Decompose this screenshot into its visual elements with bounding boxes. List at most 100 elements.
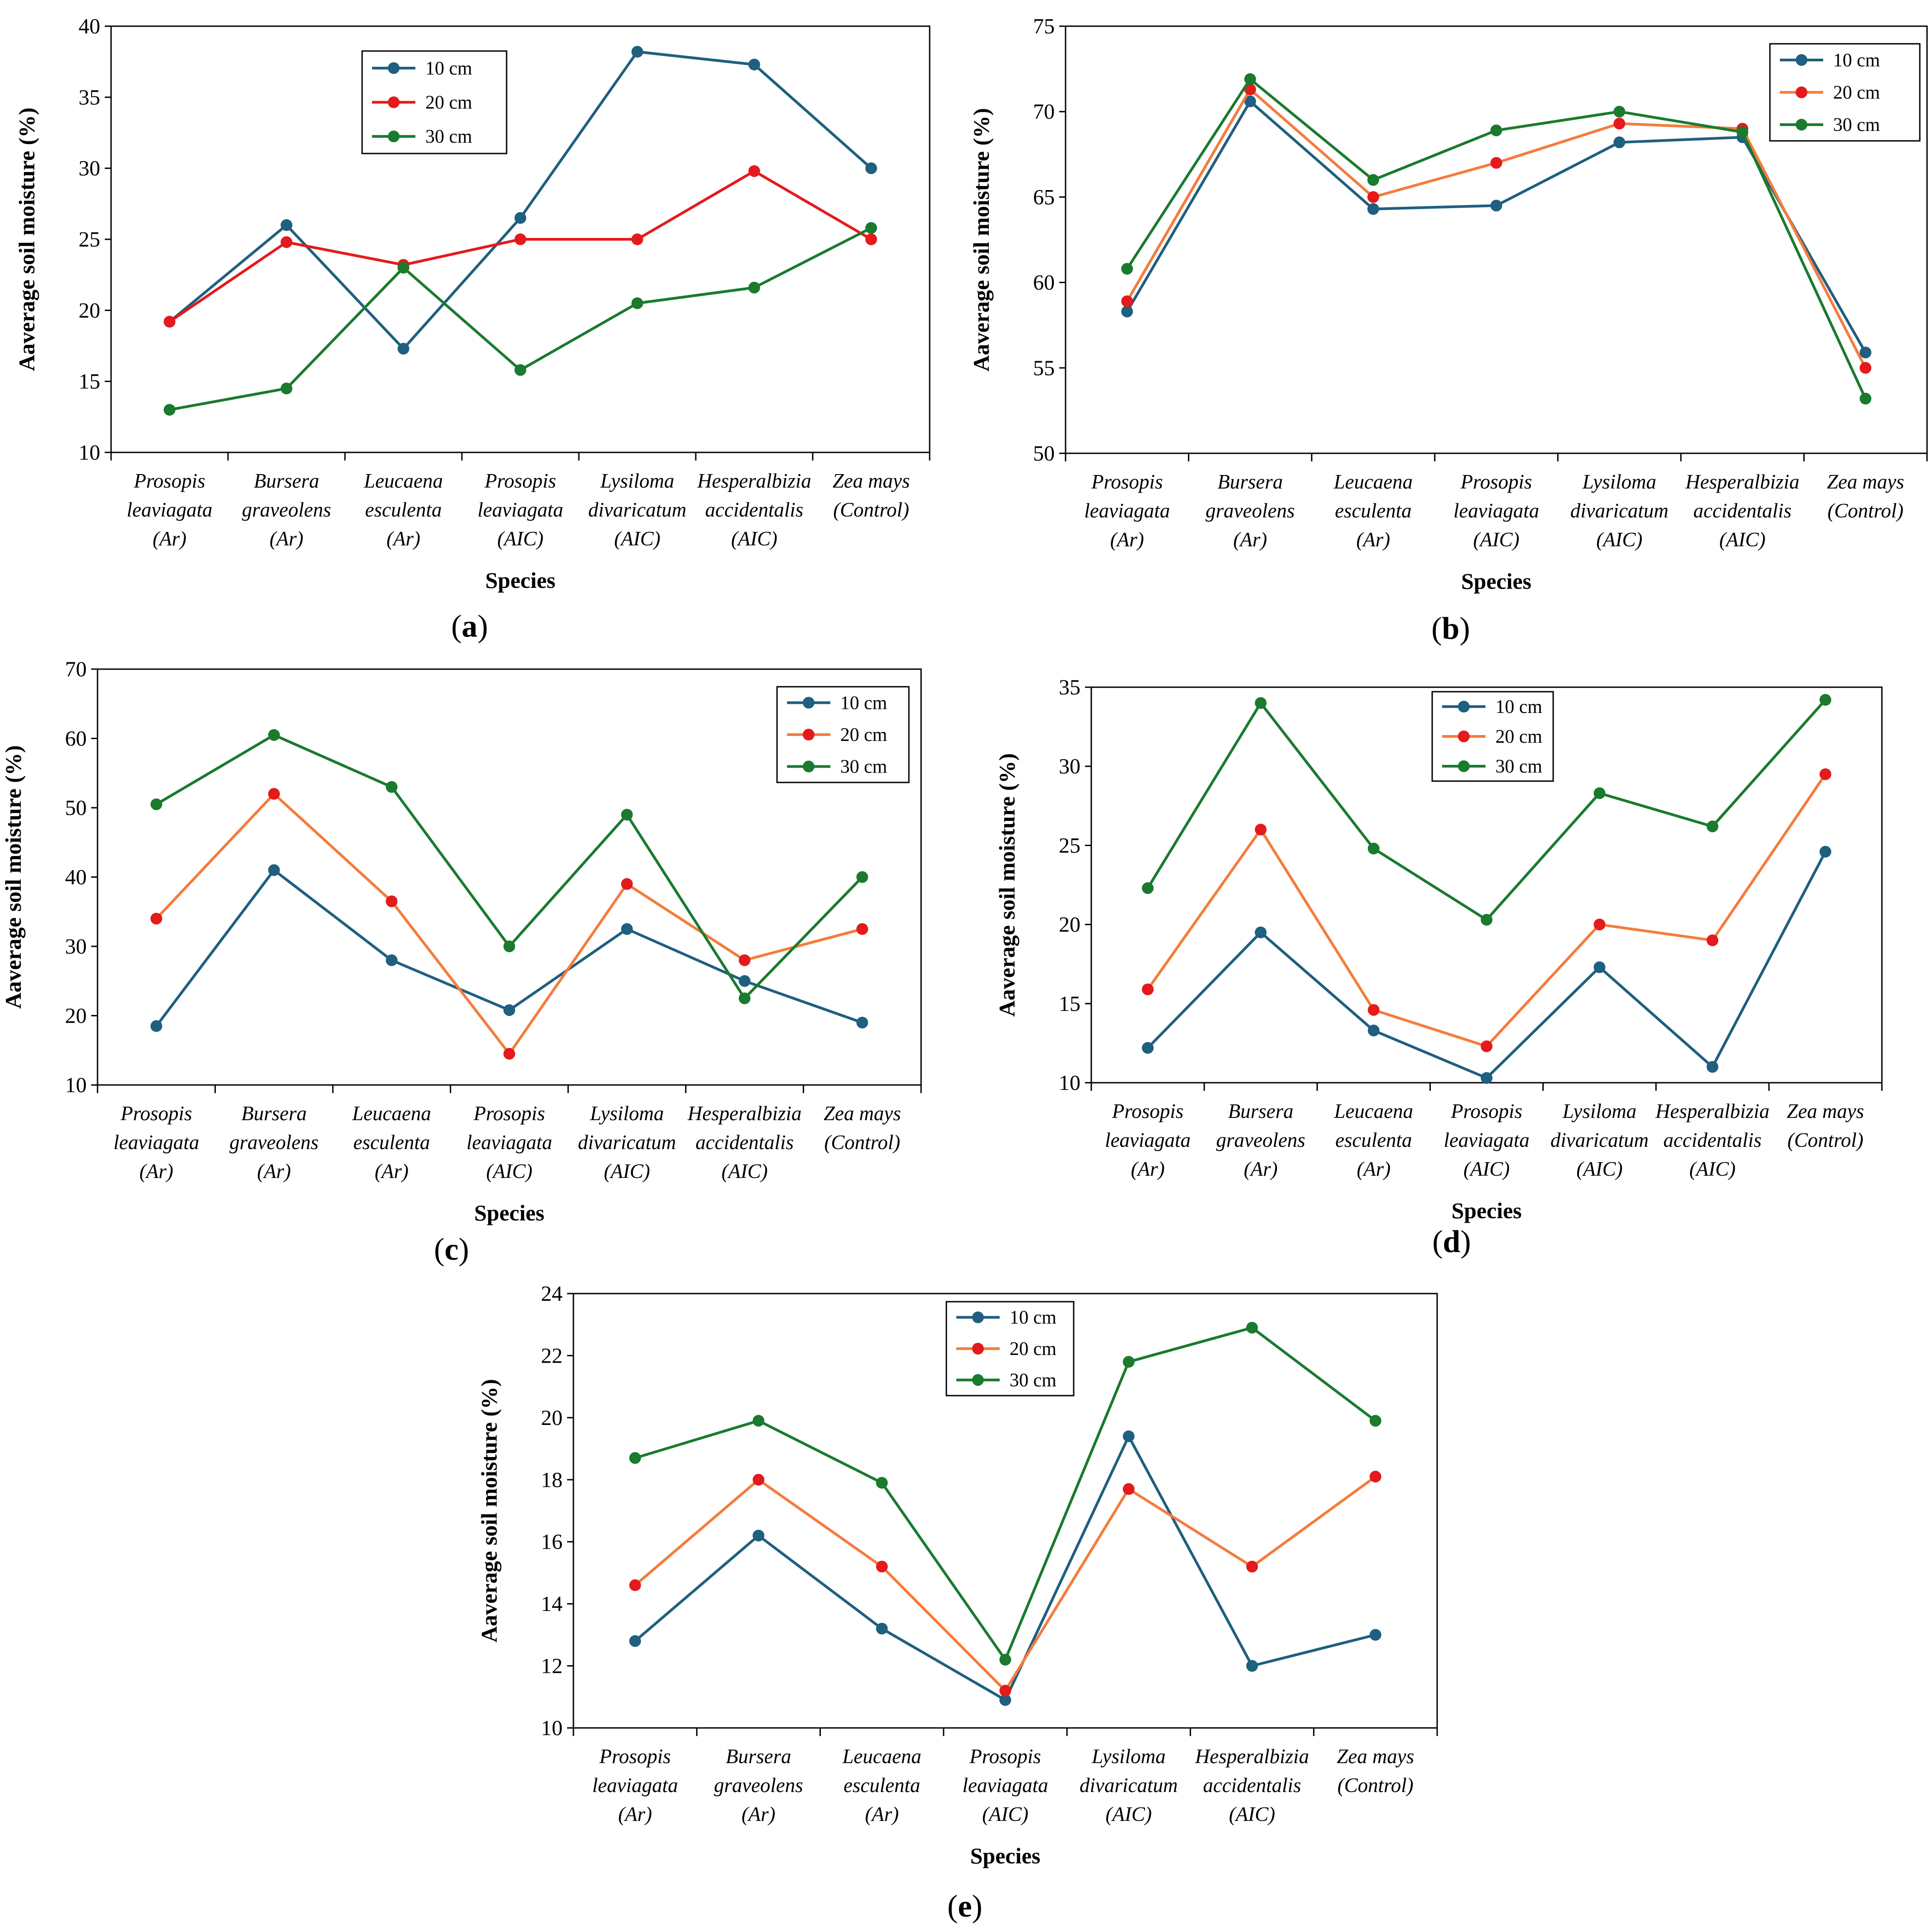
x-axis-title: Species [485, 568, 556, 593]
y-tick-label: 16 [541, 1530, 563, 1554]
x-category-label: Lysiloma divaricatum (AIC) [1550, 1100, 1648, 1180]
x-category-label-line: leaviagata [1105, 1129, 1191, 1151]
x-category-label: Hesperalbizia accidentalis (AIC) [687, 1102, 802, 1182]
x-category-label: Prosopis leaviagata (AIC) [963, 1745, 1048, 1825]
x-category-label-line: Leucaena [842, 1745, 922, 1768]
y-tick-label: 55 [1033, 356, 1055, 380]
panel-label-close: ) [1459, 611, 1470, 646]
y-tick-label: 14 [541, 1592, 563, 1616]
x-category-label: Lysiloma divaricatum (AIC) [588, 470, 686, 550]
data-point [865, 233, 877, 245]
y-tick-label: 30 [65, 935, 87, 959]
data-point [514, 212, 526, 224]
data-point [1859, 392, 1871, 405]
x-category-label: Prosopis leaviagata (AIC) [1453, 470, 1539, 551]
panel-label-open: ( [434, 1232, 444, 1267]
x-category-label: Prosopis leaviagata (Ar) [1084, 470, 1170, 551]
panel-label-letter: e [958, 1889, 972, 1924]
x-category-label-line: (Ar) [386, 527, 420, 550]
data-point [631, 297, 643, 309]
y-tick-label: 20 [1059, 913, 1080, 937]
x-category-label-line: leaviagata [1453, 499, 1539, 522]
data-point [503, 940, 515, 952]
data-point [1246, 1560, 1258, 1573]
y-tick-label: 35 [1059, 675, 1080, 699]
x-category-label-line: Zea mays [833, 470, 910, 492]
x-category-label-line: (AIC) [982, 1803, 1028, 1825]
data-point [621, 878, 633, 890]
data-point [856, 923, 868, 935]
data-point [1859, 346, 1871, 358]
data-point [1255, 824, 1267, 836]
x-category-label-line: (Ar) [618, 1803, 652, 1825]
data-point [1706, 820, 1718, 833]
data-point [1490, 200, 1502, 212]
x-category-label: Prosopis leaviagata (AIC) [1444, 1100, 1530, 1180]
data-point [1121, 263, 1133, 275]
data-point [514, 364, 526, 376]
panel-label-close: ) [972, 1889, 982, 1924]
data-point [1246, 1660, 1258, 1672]
data-point [739, 954, 751, 966]
data-point [876, 1623, 888, 1635]
x-category-label-line: accidentalis [1203, 1774, 1301, 1797]
data-point [1819, 846, 1831, 858]
y-tick-label: 30 [79, 157, 100, 181]
data-point [1480, 1072, 1493, 1084]
panel-label-open: ( [947, 1889, 958, 1924]
data-point [1368, 1004, 1380, 1016]
legend-label: 30 cm [1495, 756, 1542, 777]
x-category-label-line: leaviagata [592, 1774, 678, 1797]
panel-label: (c) [434, 1232, 469, 1267]
x-category-label-line: Lysiloma [1091, 1745, 1166, 1768]
x-category-label: Leucaena esculenta (Ar) [1333, 470, 1413, 551]
data-point [1367, 174, 1379, 186]
panel-label-close: ) [459, 1232, 469, 1267]
data-point [1613, 106, 1625, 118]
data-point [1593, 918, 1606, 931]
x-category-label-line: Prosopis [1460, 470, 1532, 493]
y-tick-label: 25 [1059, 833, 1080, 857]
legend-swatch-marker [388, 130, 400, 143]
y-axis-title: Aaverage soil moisture (%) [0, 745, 26, 1009]
panel-label-close: ) [1460, 1224, 1471, 1259]
data-point [1593, 787, 1606, 799]
data-point [150, 912, 163, 925]
x-category-label-line: Hesperalbizia [687, 1102, 802, 1125]
data-point [1255, 697, 1267, 709]
x-category-label-line: graveolens [714, 1774, 803, 1797]
data-point [1593, 961, 1606, 973]
y-tick-label: 15 [1059, 992, 1080, 1016]
plot-frame [1065, 25, 1928, 454]
legend-swatch-marker [1796, 119, 1807, 131]
x-axis-title: Species [1452, 1198, 1522, 1223]
x-category-label-line: leaviagata [963, 1774, 1048, 1797]
y-tick-label: 40 [65, 866, 87, 889]
x-category-label-line: Hesperalbizia [1655, 1100, 1770, 1122]
x-category-label: Zea mays (Control) [1337, 1745, 1414, 1797]
x-category-label: Hesperalbizia accidentalis (AIC) [1685, 470, 1800, 551]
y-axis-title: Aaverage soil moisture (%) [14, 107, 39, 371]
x-category-label: Zea mays (Control) [1827, 470, 1904, 522]
x-category-label-line: Bursera [1228, 1100, 1294, 1122]
y-tick-label: 20 [541, 1406, 563, 1430]
panel-label-letter: b [1442, 611, 1460, 646]
x-category-label-line: esculenta [843, 1774, 920, 1797]
x-category-label: Leucaena esculenta (Ar) [842, 1745, 922, 1825]
data-point [397, 343, 410, 355]
y-axis-title: Aaverage soil moisture (%) [968, 108, 994, 372]
panel-label: (a) [451, 609, 488, 644]
y-tick-label: 12 [541, 1654, 563, 1678]
x-category-label-line: (Control) [1337, 1774, 1413, 1797]
x-category-label-line: Zea mays [1827, 470, 1904, 493]
x-category-label: Prosopis leaviagata (Ar) [592, 1745, 678, 1825]
x-category-label-line: Bursera [241, 1102, 307, 1125]
legend-swatch-marker [1458, 731, 1470, 742]
x-category-label-line: Hesperalbizia [1195, 1745, 1309, 1768]
x-category-label-line: Bursera [1217, 470, 1283, 493]
x-category-label-line: graveolens [242, 498, 331, 521]
y-axis-title: Aaverage soil moisture (%) [994, 753, 1020, 1017]
data-point [268, 729, 280, 741]
